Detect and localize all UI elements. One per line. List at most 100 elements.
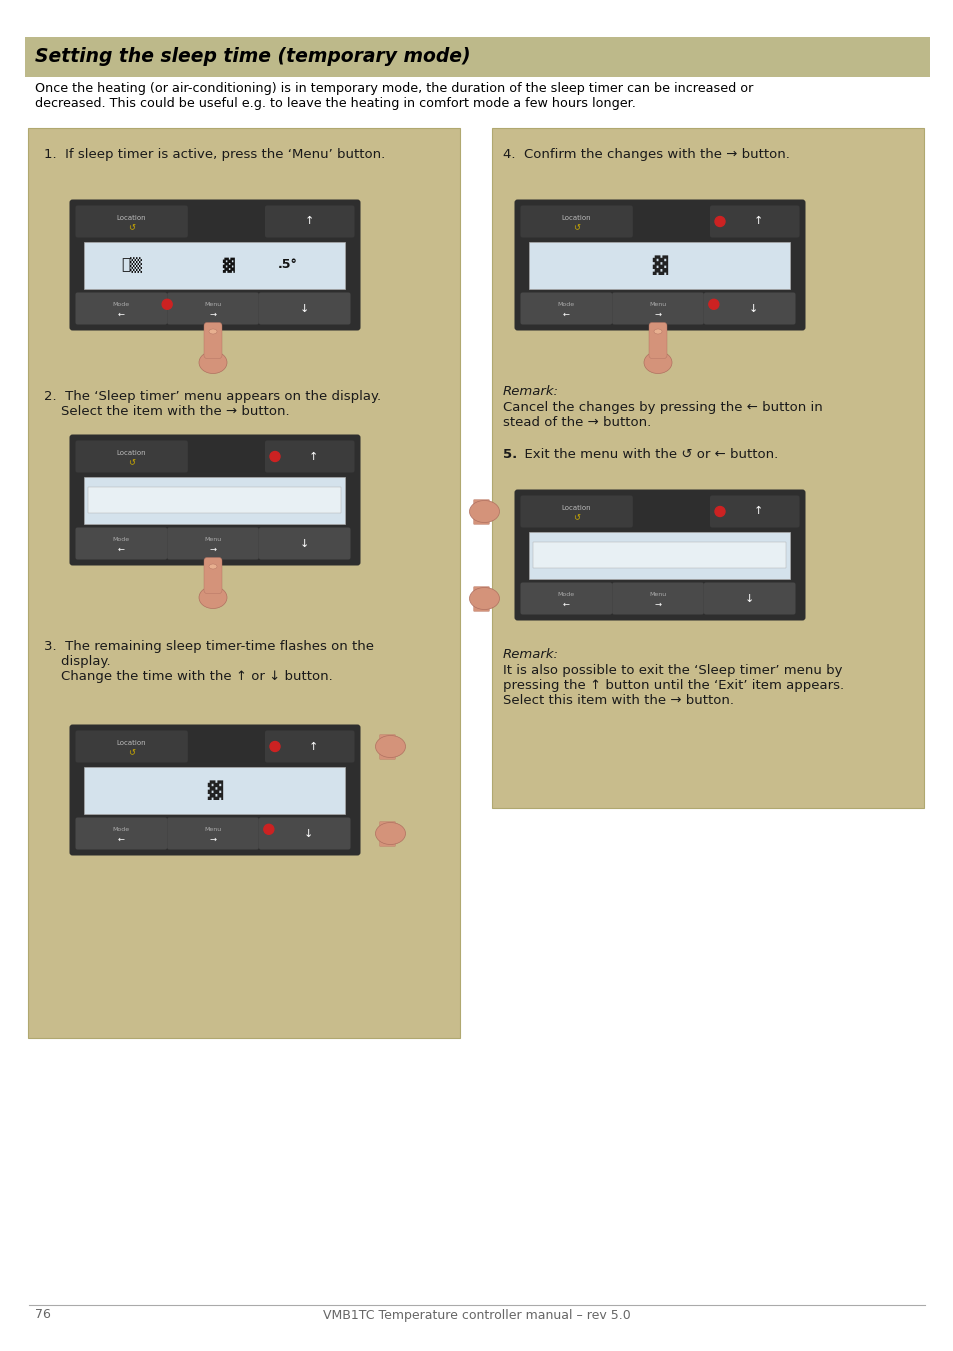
Text: Menu: Menu bbox=[649, 592, 666, 597]
FancyBboxPatch shape bbox=[703, 582, 795, 615]
FancyBboxPatch shape bbox=[204, 323, 222, 358]
Ellipse shape bbox=[643, 351, 671, 373]
FancyBboxPatch shape bbox=[258, 527, 350, 559]
Text: Location: Location bbox=[561, 505, 591, 511]
Text: Location: Location bbox=[116, 215, 147, 222]
FancyBboxPatch shape bbox=[75, 440, 188, 473]
Text: 3.  The remaining sleep timer-time flashes on the
    display.
    Change the ti: 3. The remaining sleep timer-time flashe… bbox=[44, 640, 374, 684]
Text: ↓: ↓ bbox=[299, 304, 309, 313]
Bar bbox=[529, 531, 790, 578]
Bar bbox=[85, 477, 345, 523]
Text: ▓: ▓ bbox=[208, 780, 222, 800]
FancyBboxPatch shape bbox=[379, 751, 395, 759]
FancyBboxPatch shape bbox=[514, 200, 804, 331]
Circle shape bbox=[264, 824, 274, 835]
Text: →: → bbox=[210, 544, 216, 554]
Text: ↑: ↑ bbox=[753, 216, 762, 227]
FancyBboxPatch shape bbox=[379, 735, 395, 743]
Text: Mode: Mode bbox=[112, 827, 130, 832]
FancyBboxPatch shape bbox=[703, 293, 795, 324]
Text: ←: ← bbox=[562, 600, 569, 608]
Text: ↑: ↑ bbox=[309, 451, 318, 462]
Ellipse shape bbox=[375, 823, 405, 844]
FancyBboxPatch shape bbox=[265, 731, 355, 762]
Text: 2.  The ‘Sleep timer’ menu appears on the display.
    Select the item with the : 2. The ‘Sleep timer’ menu appears on the… bbox=[44, 390, 381, 417]
Text: 1.  If sleep timer is active, press the ‘Menu’ button.: 1. If sleep timer is active, press the ‘… bbox=[44, 149, 385, 161]
Ellipse shape bbox=[199, 586, 227, 608]
Text: ←: ← bbox=[118, 835, 125, 843]
FancyBboxPatch shape bbox=[514, 489, 804, 620]
Text: Menu: Menu bbox=[649, 301, 666, 307]
FancyBboxPatch shape bbox=[612, 293, 703, 324]
Text: Once the heating (or air-conditioning) is in temporary mode, the duration of the: Once the heating (or air-conditioning) i… bbox=[35, 82, 753, 109]
Text: ↑: ↑ bbox=[753, 507, 762, 516]
FancyBboxPatch shape bbox=[648, 323, 666, 358]
FancyBboxPatch shape bbox=[70, 724, 360, 855]
Circle shape bbox=[714, 507, 724, 516]
Text: ↓: ↓ bbox=[744, 593, 754, 604]
Text: ↺: ↺ bbox=[128, 223, 135, 232]
FancyBboxPatch shape bbox=[258, 293, 350, 324]
FancyBboxPatch shape bbox=[258, 817, 350, 850]
Bar bbox=[85, 766, 345, 813]
Bar bbox=[533, 542, 785, 567]
Text: ↓: ↓ bbox=[304, 828, 313, 839]
FancyBboxPatch shape bbox=[379, 821, 395, 831]
FancyBboxPatch shape bbox=[379, 838, 395, 847]
FancyBboxPatch shape bbox=[709, 205, 799, 238]
Bar bbox=[28, 128, 459, 1038]
FancyBboxPatch shape bbox=[520, 496, 632, 527]
Text: ↑: ↑ bbox=[309, 742, 318, 751]
Ellipse shape bbox=[469, 500, 499, 523]
Text: ▓: ▓ bbox=[652, 255, 667, 274]
Text: ↺: ↺ bbox=[573, 223, 579, 232]
Text: Setting the sleep time (temporary mode): Setting the sleep time (temporary mode) bbox=[35, 47, 470, 66]
Text: VMB1TC Temperature controller manual – rev 5.0: VMB1TC Temperature controller manual – r… bbox=[323, 1309, 630, 1321]
FancyBboxPatch shape bbox=[70, 435, 360, 566]
FancyBboxPatch shape bbox=[379, 743, 401, 751]
Text: Mode: Mode bbox=[558, 592, 575, 597]
Text: .5°: .5° bbox=[278, 258, 297, 272]
Text: ↺: ↺ bbox=[573, 513, 579, 521]
Text: Mode: Mode bbox=[558, 301, 575, 307]
FancyBboxPatch shape bbox=[473, 594, 495, 604]
FancyBboxPatch shape bbox=[612, 582, 703, 615]
Text: Mode: Mode bbox=[112, 301, 130, 307]
Text: It is also possible to exit the ‘Sleep timer’ menu by
pressing the ↑ button unti: It is also possible to exit the ‘Sleep t… bbox=[502, 663, 843, 707]
FancyBboxPatch shape bbox=[473, 500, 489, 508]
FancyBboxPatch shape bbox=[167, 527, 258, 559]
Text: ↑: ↑ bbox=[305, 216, 314, 227]
Text: ▓: ▓ bbox=[222, 258, 233, 273]
FancyBboxPatch shape bbox=[520, 582, 612, 615]
Circle shape bbox=[270, 451, 280, 462]
Text: 5.: 5. bbox=[502, 449, 517, 461]
Text: Remark:: Remark: bbox=[502, 648, 558, 661]
Bar bbox=[25, 36, 929, 77]
Text: ↓: ↓ bbox=[299, 539, 309, 549]
Text: Menu: Menu bbox=[204, 536, 221, 542]
Text: ↺: ↺ bbox=[128, 458, 135, 467]
FancyBboxPatch shape bbox=[167, 293, 258, 324]
Text: ←: ← bbox=[118, 544, 125, 554]
FancyBboxPatch shape bbox=[75, 527, 167, 559]
Circle shape bbox=[714, 216, 724, 227]
Text: Mode: Mode bbox=[112, 536, 130, 542]
Text: 꽃▒: 꽃▒ bbox=[121, 257, 142, 273]
Text: Exit the menu with the ↺ or ← button.: Exit the menu with the ↺ or ← button. bbox=[516, 449, 778, 461]
Text: 4.  Confirm the changes with the → button.: 4. Confirm the changes with the → button… bbox=[502, 149, 789, 161]
FancyBboxPatch shape bbox=[473, 586, 489, 596]
Text: ←: ← bbox=[118, 309, 125, 319]
Text: Location: Location bbox=[116, 740, 147, 746]
FancyBboxPatch shape bbox=[520, 205, 632, 238]
Ellipse shape bbox=[375, 735, 405, 758]
Ellipse shape bbox=[199, 351, 227, 373]
FancyBboxPatch shape bbox=[75, 205, 188, 238]
Text: Remark:: Remark: bbox=[502, 385, 558, 399]
Text: 76: 76 bbox=[35, 1309, 51, 1321]
Text: ↓: ↓ bbox=[748, 304, 758, 313]
FancyBboxPatch shape bbox=[473, 603, 489, 612]
Ellipse shape bbox=[209, 563, 216, 569]
Ellipse shape bbox=[654, 330, 661, 334]
Circle shape bbox=[270, 742, 280, 751]
FancyBboxPatch shape bbox=[473, 508, 495, 516]
